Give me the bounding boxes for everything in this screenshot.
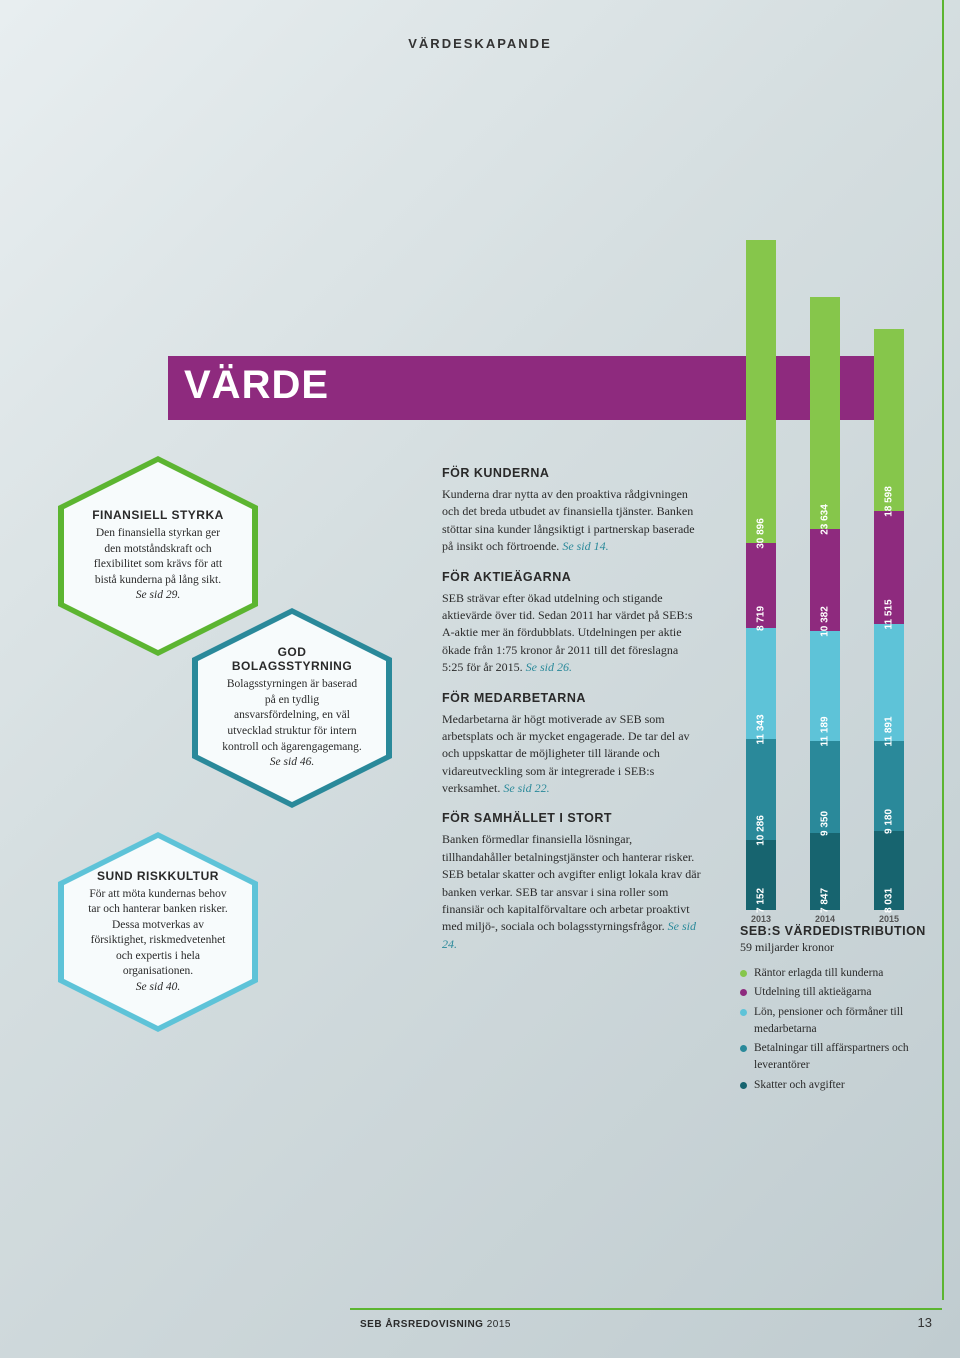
chart-segment: 23 634 bbox=[810, 297, 840, 529]
legend-item: Lön, pensioner och förmåner till medarbe… bbox=[740, 1004, 938, 1039]
hex1-body: Den finansiella styrkan ger den motstånd… bbox=[88, 526, 228, 604]
s4-title: FÖR SAMHÄLLET I STORT bbox=[442, 811, 702, 825]
chart-segment: 9 350 bbox=[810, 741, 840, 833]
chart-segment: 8 719 bbox=[746, 543, 776, 628]
hex2-body: Bolagsstyrningen är baserad på en tydlig… bbox=[222, 677, 362, 770]
hex3-body: För att möta kundernas behov tar och han… bbox=[88, 887, 228, 996]
legend-item: Skatter och avgifter bbox=[740, 1077, 938, 1094]
s3-title: FÖR MEDARBETARNA bbox=[442, 691, 702, 705]
hex-governance: GOD BOLAGSSTYRNING Bolagsstyrningen är b… bbox=[192, 608, 392, 808]
chart-segment: 11 891 bbox=[874, 624, 904, 741]
legend-item: Utdelning till aktieägarna bbox=[740, 984, 938, 1001]
value-distribution-chart: 7 15210 28611 3438 71930 89620137 8479 3… bbox=[746, 260, 936, 910]
s4-body: Banken förmedlar finansiella lösningar, … bbox=[442, 831, 702, 953]
chart-bar: 8 0319 18011 89111 51518 598 bbox=[874, 329, 904, 910]
chart-segment: 11 515 bbox=[874, 511, 904, 624]
legend-subtitle: 59 miljarder kronor bbox=[740, 940, 938, 955]
footer-line bbox=[350, 1308, 942, 1310]
content-column: FÖR KUNDERNA Kunderna drar nytta av den … bbox=[442, 466, 702, 953]
chart-year-label: 2014 bbox=[810, 914, 840, 924]
chart-segment: 18 598 bbox=[874, 329, 904, 511]
hex-risk-culture: SUND RISKKULTUR För att möta kundernas b… bbox=[58, 832, 258, 1032]
chart-segment: 11 189 bbox=[810, 631, 840, 741]
chart-bar: 7 15210 28611 3438 71930 896 bbox=[746, 240, 776, 910]
s1-body: Kunderna drar nytta av den proaktiva råd… bbox=[442, 486, 702, 556]
s3-body: Medarbetarna är högt motiverade av SEB s… bbox=[442, 711, 702, 798]
page-number: 13 bbox=[918, 1315, 932, 1330]
hex1-title: FINANSIELL STYRKA bbox=[88, 508, 228, 522]
chart-bar: 7 8479 35011 18910 38223 634 bbox=[810, 297, 840, 910]
chart-segment: 7 847 bbox=[810, 833, 840, 910]
page-header: VÄRDESKAPANDE bbox=[408, 36, 552, 51]
chart-segment: 10 382 bbox=[810, 529, 840, 631]
legend-item: Räntor erlagda till kunderna bbox=[740, 965, 938, 982]
chart-segment: 30 896 bbox=[746, 240, 776, 543]
chart-segment: 7 152 bbox=[746, 840, 776, 910]
chart-year-label: 2015 bbox=[874, 914, 904, 924]
chart-segment: 10 286 bbox=[746, 739, 776, 840]
legend: SEB:S VÄRDEDISTRIBUTION 59 miljarder kro… bbox=[740, 924, 938, 1096]
legend-item: Betalningar till affärspartners och leve… bbox=[740, 1040, 938, 1075]
chart-year-label: 2013 bbox=[746, 914, 776, 924]
hex3-title: SUND RISKKULTUR bbox=[88, 869, 228, 883]
chart-segment: 9 180 bbox=[874, 741, 904, 831]
legend-list: Räntor erlagda till kunderna Utdelning ti… bbox=[740, 965, 938, 1094]
legend-title: SEB:S VÄRDEDISTRIBUTION bbox=[740, 924, 938, 938]
s2-title: FÖR AKTIEÄGARNA bbox=[442, 570, 702, 584]
s1-title: FÖR KUNDERNA bbox=[442, 466, 702, 480]
hex2-title: GOD BOLAGSSTYRNING bbox=[222, 645, 362, 673]
footer-text: SEB ÅRSREDOVISNING 2015 bbox=[360, 1319, 511, 1330]
chart-segment: 11 343 bbox=[746, 628, 776, 739]
s2-body: SEB strävar efter ökad utdelning och sti… bbox=[442, 590, 702, 677]
frame-right bbox=[942, 0, 944, 1300]
title-text: VÄRDE bbox=[184, 363, 329, 408]
chart-segment: 8 031 bbox=[874, 831, 904, 910]
